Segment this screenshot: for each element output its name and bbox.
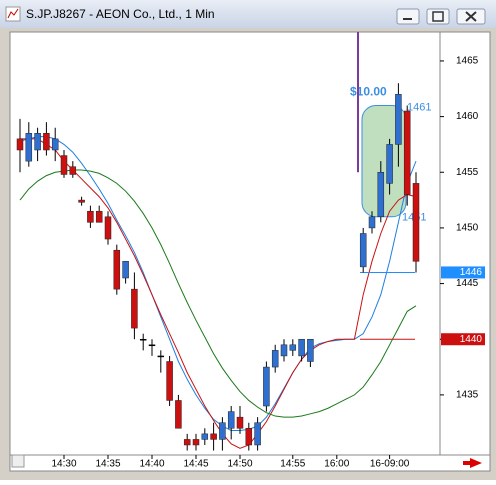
candle-body	[271, 350, 279, 368]
candle-body	[25, 133, 33, 162]
candle-body	[403, 110, 411, 195]
candle-body	[298, 338, 305, 357]
candle-body	[395, 94, 402, 145]
x-tick-label: 14:30	[51, 459, 76, 470]
price-tag-label: 1440	[460, 334, 483, 345]
candle-body	[122, 261, 129, 279]
candle-body	[280, 344, 288, 357]
x-tick-label: 14:45	[183, 459, 208, 470]
app-icon-glyph	[7, 8, 19, 19]
moving-average	[19, 169, 417, 418]
candle-body	[69, 166, 77, 175]
y-tick-label: 1435	[456, 390, 479, 401]
scroll-right-arrow[interactable]	[463, 458, 482, 468]
x-tick-label: 14:40	[139, 459, 164, 470]
x-tick-label: 16-09:00	[370, 459, 410, 470]
maximize-glyph	[432, 11, 444, 22]
x-tick-label: 14:35	[95, 459, 120, 470]
candle-body	[254, 422, 261, 446]
candle-body	[289, 344, 297, 351]
candle-body	[236, 416, 244, 429]
window-title: S.JP.J8267 - AEON Co., Ltd., 1 Min	[26, 7, 215, 21]
candle-body	[43, 133, 50, 151]
candle-body	[227, 411, 235, 429]
candle-body	[377, 172, 385, 218]
minimize-button[interactable]	[396, 8, 420, 25]
candle-body	[95, 210, 103, 223]
candle-body	[219, 422, 226, 440]
close-glyph	[465, 11, 477, 22]
price-tag-label: 1446	[460, 267, 483, 278]
price-tag	[441, 333, 485, 346]
y-tick-label: 1450	[456, 223, 479, 234]
plot-area	[9, 31, 441, 456]
window-buttons	[396, 8, 486, 25]
candle-body	[307, 338, 314, 362]
x-tick-label: 14:55	[280, 459, 305, 470]
candle-body	[51, 138, 59, 151]
candle-body	[34, 133, 41, 151]
candle-body	[148, 344, 156, 347]
candle-body	[60, 155, 68, 175]
y-tick-label: 1445	[456, 278, 479, 289]
measure-high: 1461	[407, 101, 431, 113]
y-tick-label: 1460	[456, 111, 479, 122]
candle-body	[139, 338, 147, 341]
candle-body	[412, 183, 420, 262]
candle-body	[113, 249, 121, 290]
x-tick-label: 14:50	[227, 459, 252, 470]
y-tick-label: 1455	[456, 167, 479, 178]
candle-body	[386, 144, 393, 184]
candle-body	[78, 199, 85, 203]
measure-label: $10.00	[350, 85, 387, 99]
candle-body	[201, 433, 209, 440]
candle-body	[104, 216, 112, 240]
moving-average	[20, 138, 417, 449]
candle-body	[263, 366, 270, 407]
price-tag	[441, 266, 485, 279]
candle-body	[359, 233, 367, 268]
candle-body	[131, 288, 138, 329]
candle-body	[16, 138, 24, 151]
candle-body	[210, 433, 217, 440]
candle-body	[157, 355, 165, 358]
candle-body	[183, 439, 191, 446]
candle-body	[166, 361, 173, 401]
candle-body	[175, 400, 182, 429]
y-tick-label: 1465	[456, 56, 479, 67]
candle-body	[87, 210, 94, 223]
time-axis	[9, 454, 491, 472]
candle-body	[368, 216, 376, 229]
candle-body	[245, 428, 253, 446]
x-tick-label: 16:00	[324, 459, 349, 470]
scroll-icon[interactable]	[11, 454, 25, 468]
candle-body	[192, 439, 200, 446]
